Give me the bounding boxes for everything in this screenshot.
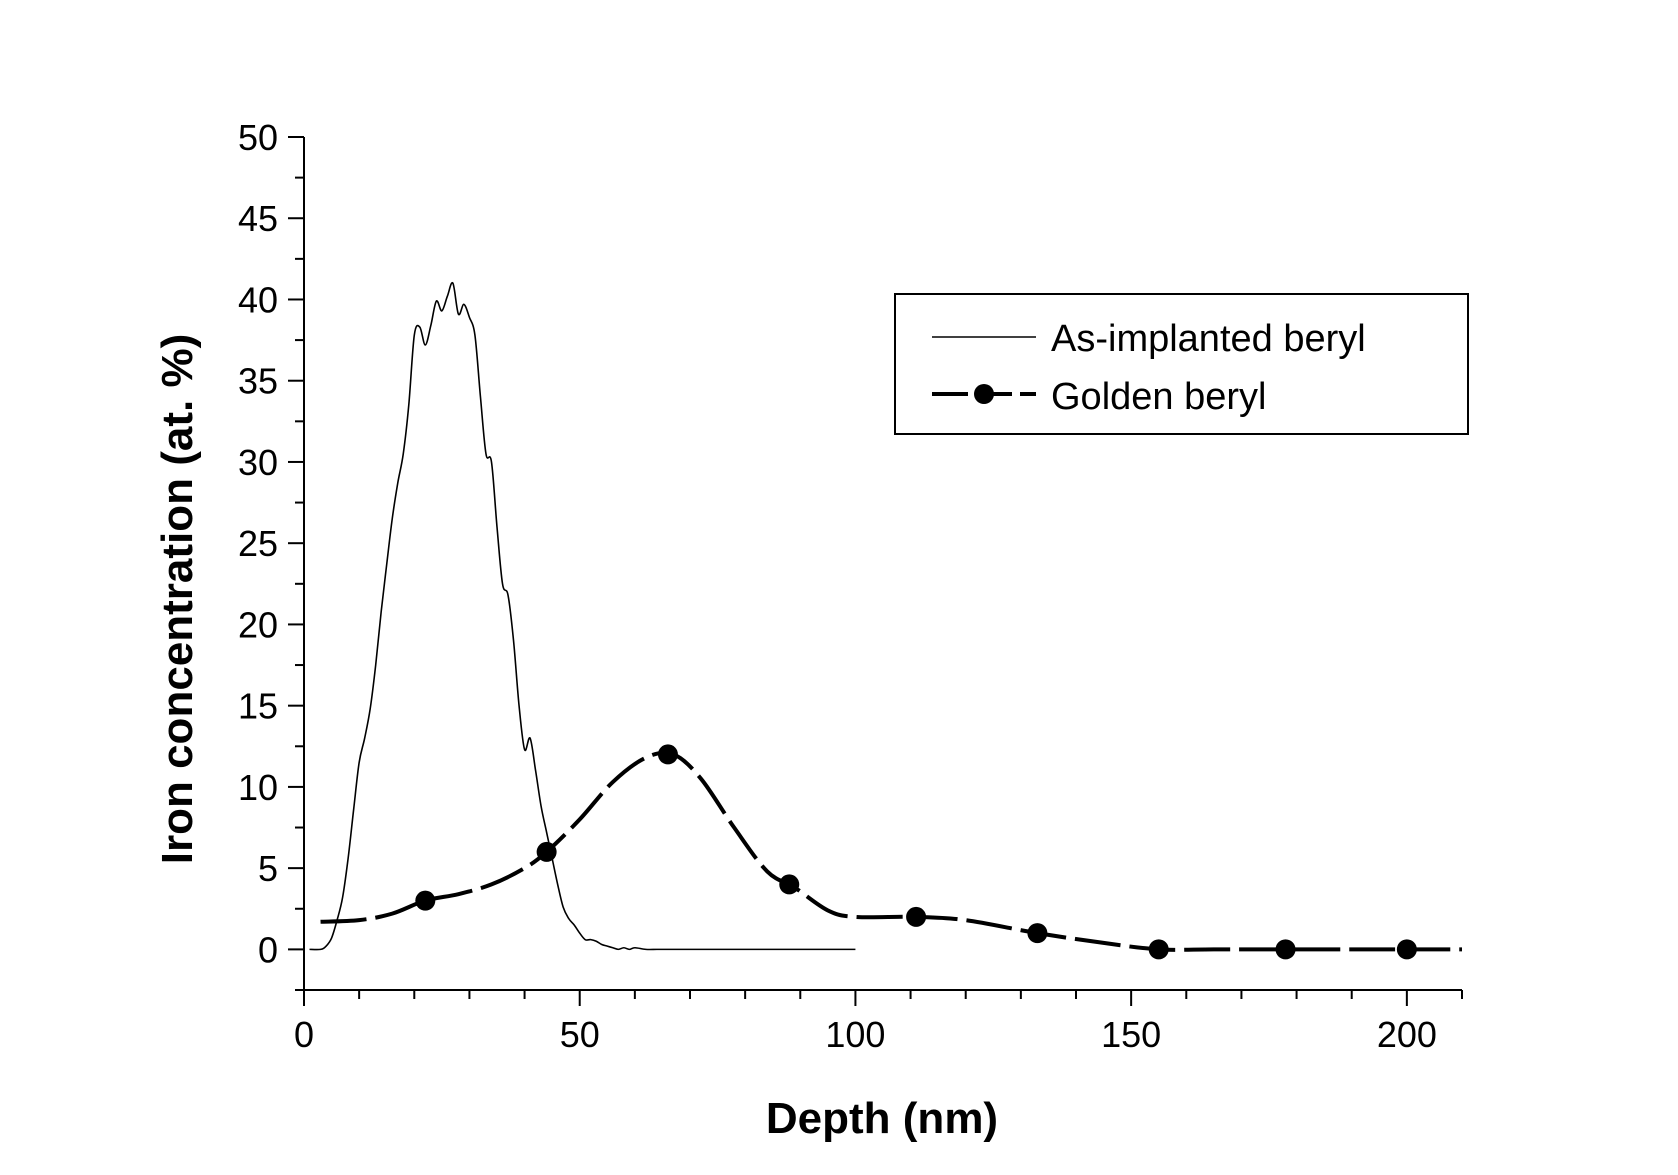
data-point-golden	[415, 890, 436, 911]
x-axis-title: Depth (nm)	[766, 1094, 998, 1143]
y-tick-label-35: 35	[238, 361, 278, 402]
series-line-as-implanted	[309, 281, 856, 951]
legend: As-implanted beryl Golden beryl	[894, 293, 1469, 435]
ticks: 0 5 10 15 20 25 30 35 40 45 50 0 50 100 150 200	[238, 117, 1463, 1055]
legend-label-golden: Golden beryl	[1051, 376, 1266, 418]
series-line-golden	[320, 750, 1462, 952]
data-point-golden	[1396, 939, 1417, 960]
x-tick-label-150: 150	[1101, 1014, 1161, 1055]
x-tick-label-0: 0	[294, 1014, 314, 1055]
x-tick-label-200: 200	[1377, 1014, 1437, 1055]
data-point-golden	[1027, 923, 1048, 944]
y-tick-label-0: 0	[258, 929, 278, 970]
data-point-golden	[657, 744, 678, 765]
x-tick-label-50: 50	[560, 1014, 600, 1055]
series-layer	[309, 281, 1462, 960]
data-point-golden	[1275, 939, 1296, 960]
y-tick-label-20: 20	[238, 604, 278, 645]
y-tick-label-40: 40	[238, 279, 278, 320]
data-point-golden	[536, 841, 557, 862]
y-tick-label-45: 45	[238, 198, 278, 239]
y-tick-label-50: 50	[238, 117, 278, 158]
y-tick-label-30: 30	[238, 442, 278, 483]
legend-marker-golden	[974, 384, 994, 404]
data-point-golden	[906, 906, 927, 927]
axes	[303, 137, 1462, 991]
x-tick-label-100: 100	[825, 1014, 885, 1055]
y-tick-label-5: 5	[258, 848, 278, 889]
y-axis-title: Iron concentration (at. %)	[153, 334, 202, 864]
y-tick-label-25: 25	[238, 523, 278, 564]
data-point-golden	[779, 874, 800, 895]
data-point-golden	[1148, 939, 1169, 960]
legend-box	[894, 293, 1469, 435]
legend-label-as-implanted: As-implanted beryl	[1051, 318, 1366, 360]
y-tick-label-15: 15	[238, 686, 278, 727]
y-tick-label-10: 10	[238, 767, 278, 808]
